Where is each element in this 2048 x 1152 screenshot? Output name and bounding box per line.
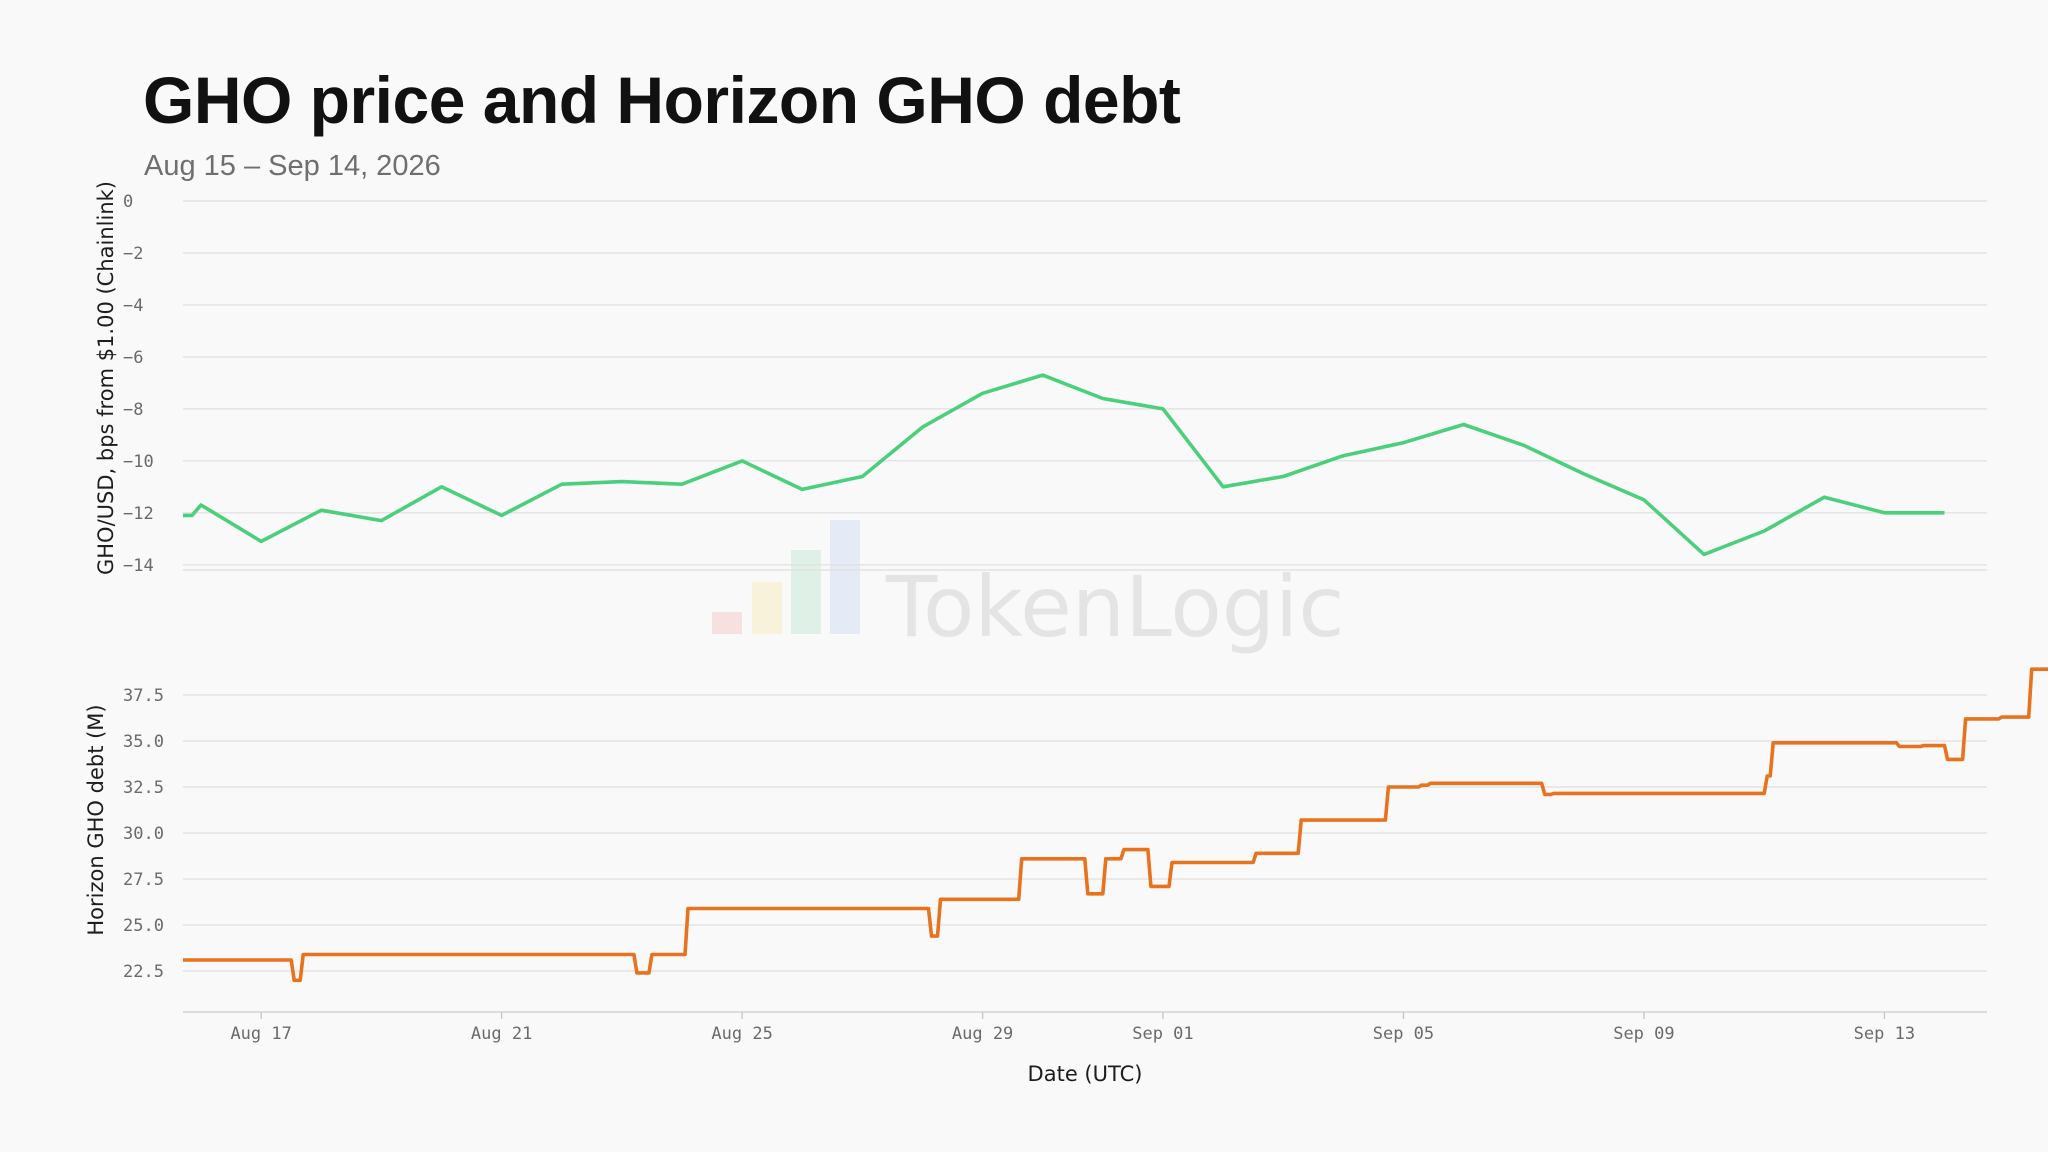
chart-title: GHO price and Horizon GHO debt [143, 63, 1181, 137]
top-y-axis-title: GHO/USD, bps from $1.00 (Chainlink) [94, 181, 118, 575]
debt-y-tick-label: 22.5 [123, 962, 164, 982]
debt-y-tick-label: 30.0 [123, 824, 164, 844]
x-tick-label: Aug 25 [711, 1024, 772, 1044]
price-y-tick-label: 0 [123, 192, 133, 212]
x-tick-label: Sep 13 [1854, 1024, 1915, 1044]
watermark-bar-4 [830, 520, 860, 634]
price-y-tick-label: −12 [123, 504, 154, 524]
x-tick-label: Aug 17 [230, 1024, 291, 1044]
price-y-tick-label: −14 [123, 556, 154, 576]
x-tick-label: Aug 29 [952, 1024, 1013, 1044]
debt-y-tick-label: 25.0 [123, 916, 164, 936]
bottom-y-axis-title: Horizon GHO debt (M) [84, 704, 108, 935]
watermark-text: TokenLogic [885, 558, 1345, 656]
price-series-line [183, 373, 1945, 557]
chart-subtitle: Aug 15 – Sep 14, 2026 [144, 150, 441, 182]
x-axis-title: Date (UTC) [1028, 1062, 1143, 1086]
price-y-tick-label: −4 [123, 296, 143, 316]
top-panel-grid: 0 −2 −4 −6 −8 −10 −12 −14 [123, 192, 1987, 576]
x-tick-label: Sep 01 [1132, 1024, 1193, 1044]
bottom-panel-grid: 22.5 25.0 27.5 30.0 32.5 35.0 37.5 [123, 686, 1987, 982]
debt-y-tick-label: 35.0 [123, 732, 164, 752]
debt-series-line [183, 667, 2048, 983]
tokenlogic-watermark: TokenLogic [712, 520, 1345, 656]
x-tick-label: Aug 21 [471, 1024, 532, 1044]
debt-y-tick-label: 37.5 [123, 686, 164, 706]
x-tick-label: Sep 05 [1373, 1024, 1434, 1044]
price-y-tick-label: −8 [123, 400, 143, 420]
x-tick-label: Sep 09 [1613, 1024, 1674, 1044]
watermark-bar-2 [752, 582, 782, 634]
watermark-bar-3 [791, 550, 821, 634]
x-axis-ticks: Aug 17 Aug 21 Aug 25 Aug 29 Sep 01 Sep 05 Sep … [230, 1012, 1915, 1044]
price-y-tick-label: −2 [123, 244, 143, 264]
debt-y-tick-label: 32.5 [123, 778, 164, 798]
price-y-tick-label: −10 [123, 452, 154, 472]
price-y-tick-label: −6 [123, 348, 143, 368]
debt-y-tick-label: 27.5 [123, 870, 164, 890]
series-group [183, 373, 2048, 983]
watermark-bar-1 [712, 612, 742, 634]
